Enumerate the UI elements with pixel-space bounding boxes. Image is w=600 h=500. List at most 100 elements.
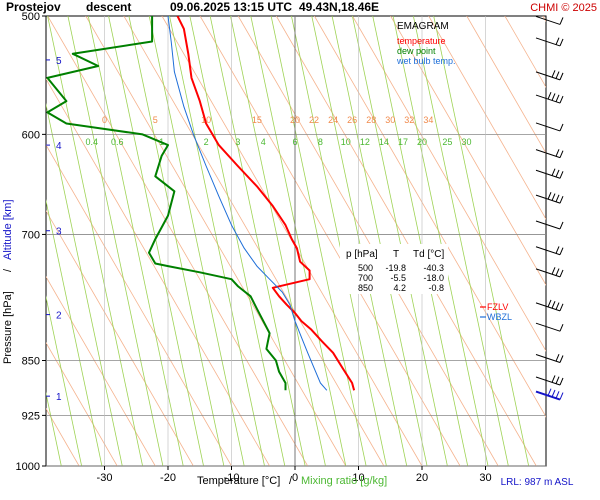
info-row-p: 700: [358, 273, 373, 283]
wind-barb-feather: [551, 301, 556, 309]
dry-adiabat-label: 5: [153, 115, 158, 125]
grid-lines: [46, 16, 546, 467]
wind-barb-feather: [555, 391, 560, 399]
wind-barb-feather: [559, 38, 564, 47]
x-axis-mix-label: Mixing ratio [g/kg]: [301, 475, 387, 487]
wind-barb-feather: [555, 246, 560, 254]
dry-adiabat-label: 28: [366, 115, 376, 125]
info-row-td: -0.8: [428, 283, 444, 293]
wind-barb-feather: [547, 91, 552, 100]
temperature-tick-label: -10: [224, 472, 240, 484]
fzlv-label: FZLV: [487, 302, 508, 312]
dry-adiabat: [46, 144, 232, 466]
dry-adiabat: [123, 16, 385, 466]
header-coords: 49.43N,18.46E: [299, 0, 379, 14]
dry-adiabat: [85, 16, 347, 466]
wind-barb-feather: [551, 375, 556, 383]
series-wet-bulb-temp: [167, 16, 328, 391]
wind-barb-feather: [559, 377, 564, 386]
dry-adiabat: [46, 341, 118, 466]
y-axis-alt-label: Altitude [km]: [2, 199, 14, 260]
mixing-ratio-line: [311, 16, 408, 466]
mixing-ratio-line: [108, 16, 204, 466]
wbzl-label: WBZL: [487, 312, 512, 322]
wind-barb: [535, 220, 561, 230]
info-header-p: p [hPa]: [346, 249, 378, 260]
header-mode: descent: [86, 0, 131, 14]
pressure-tick-label: 700: [22, 229, 40, 241]
x-axis-temp-label: Temperature [°C]: [197, 475, 280, 487]
wind-barb-feather: [559, 355, 564, 363]
mixing-ratio-label: 0.6: [111, 137, 124, 147]
legend: EMAGRAM temperature dew point wet bulb t…: [396, 21, 456, 66]
wind-barb-feather: [555, 194, 560, 203]
wind-barb-feather: [555, 37, 560, 45]
info-row-td: -18.0: [423, 273, 444, 283]
info-row-td: -40.3: [423, 263, 444, 273]
header-copyright: CHMI © 2025: [530, 2, 597, 14]
mixing-ratio-label: 0.4: [86, 137, 99, 147]
mixing-ratio-label: 10: [341, 137, 351, 147]
wind-barb-feather: [559, 95, 564, 104]
altitude-tick-label: 1: [56, 392, 62, 403]
lrl-label: LRL: 987 m ASL: [501, 477, 574, 488]
wind-barb-feather: [559, 150, 564, 158]
mixing-ratio-label: 8: [318, 137, 323, 147]
wind-barb-feather: [559, 72, 564, 81]
wind-barb-feather: [551, 389, 556, 398]
dry-adiabat: [275, 16, 537, 466]
wind-barb-feather: [555, 71, 560, 79]
wind-barbs: [535, 15, 564, 401]
dry-adiabat: [47, 16, 309, 466]
wind-barb-feather: [559, 303, 564, 312]
dry-adiabat-label: 32: [404, 115, 414, 125]
dry-adiabat: [466, 16, 546, 154]
legend-wet-bulb: wet bulb temp.: [396, 56, 456, 66]
altitude-tick-label: 2: [56, 311, 62, 322]
info-table: p [hPa] T Td [°C] 500 -19.8 -40.3 700 -5…: [340, 244, 448, 294]
background-lines: [46, 16, 546, 466]
wind-barb-feather: [555, 149, 560, 157]
pressure-tick-label: 600: [22, 129, 40, 141]
wind-barb-feather: [559, 17, 564, 25]
mixing-ratio-line: [230, 16, 326, 466]
wind-barb-feather: [551, 70, 556, 78]
mixing-ratio-line: [352, 16, 448, 466]
mixing-ratio-line: [47, 16, 143, 466]
mixing-ratio-line: [46, 295, 83, 466]
pressure-tick-label: 925: [22, 410, 40, 422]
dry-adiabat-label: 26: [347, 115, 357, 125]
mixing-ratio-line: [250, 16, 347, 466]
mixing-ratio-line: [67, 16, 164, 466]
mixing-ratio-labels: 0.4 0.6 1 2 3 4 6 8 10 12 14 17 20 25 30: [86, 137, 472, 147]
altitude-tick-label: 3: [56, 227, 62, 238]
mixing-ratio-line: [209, 16, 306, 466]
wind-barb-feather: [559, 269, 564, 278]
header-datetime: 09.06.2025 13:15 UTC: [170, 0, 292, 14]
mixing-ratio-line: [148, 16, 245, 466]
dry-adiabat: [428, 16, 546, 220]
wind-barb-feather: [555, 268, 560, 276]
wind-barb-feather: [559, 392, 564, 400]
mixing-ratio-line: [392, 16, 489, 466]
wind-barb: [535, 322, 561, 332]
info-row-p: 850: [358, 283, 373, 293]
level-markers: FZLV WBZL: [480, 302, 512, 322]
wind-barb-feather: [555, 353, 560, 362]
dry-adiabat: [46, 78, 270, 466]
header-station: Prostejov: [6, 0, 61, 14]
wind-barb-feather: [551, 93, 556, 101]
x-axis-sep: /: [289, 475, 293, 487]
mixing-ratio-label: 2: [204, 137, 209, 147]
temperature-tick-label: -30: [97, 472, 113, 484]
mixing-ratio-line: [87, 16, 184, 466]
wind-barb-feather: [559, 247, 564, 255]
dry-adiabat: [314, 16, 546, 418]
mixing-ratio-label: 14: [379, 137, 389, 147]
dry-adiabat-label: 22: [309, 115, 319, 125]
plot-area: [45, 15, 547, 467]
dry-adiabat: [390, 16, 546, 286]
wind-barb-feather: [551, 168, 556, 176]
wind-barb-feather: [555, 169, 560, 178]
dry-adiabat: [46, 210, 194, 466]
